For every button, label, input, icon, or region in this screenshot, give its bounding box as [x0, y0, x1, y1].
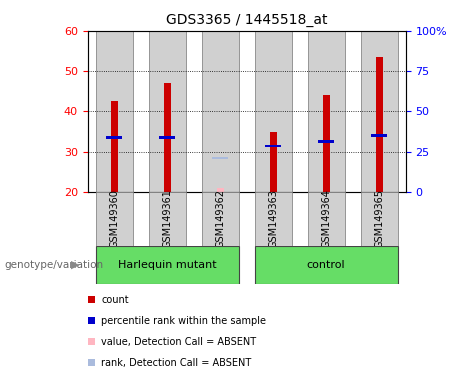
- Bar: [201, 31, 239, 192]
- Bar: [95, 31, 133, 192]
- Text: count: count: [101, 295, 129, 305]
- Bar: [95, 246, 239, 284]
- Bar: [148, 31, 186, 192]
- Bar: [323, 95, 330, 192]
- Bar: [318, 141, 334, 143]
- Text: value, Detection Call = ABSENT: value, Detection Call = ABSENT: [101, 337, 256, 347]
- Bar: [254, 192, 292, 246]
- Bar: [201, 192, 239, 246]
- Bar: [307, 192, 345, 246]
- Bar: [265, 144, 281, 147]
- Text: ▶: ▶: [71, 260, 80, 270]
- Bar: [217, 188, 224, 192]
- Text: GSM149362: GSM149362: [215, 189, 225, 248]
- Text: rank, Detection Call = ABSENT: rank, Detection Call = ABSENT: [101, 358, 252, 368]
- Bar: [95, 192, 133, 246]
- Text: GSM149360: GSM149360: [109, 189, 119, 248]
- Bar: [307, 31, 345, 192]
- Bar: [270, 131, 277, 192]
- Bar: [376, 57, 383, 192]
- Bar: [254, 31, 292, 192]
- Text: control: control: [307, 260, 345, 270]
- Title: GDS3365 / 1445518_at: GDS3365 / 1445518_at: [166, 13, 327, 27]
- Text: GSM149361: GSM149361: [162, 189, 172, 248]
- Bar: [111, 101, 118, 192]
- Text: GSM149365: GSM149365: [374, 189, 384, 248]
- Bar: [106, 136, 122, 139]
- Bar: [371, 134, 387, 137]
- Text: GSM149364: GSM149364: [321, 189, 331, 248]
- Bar: [361, 192, 398, 246]
- Bar: [164, 83, 171, 192]
- Bar: [254, 246, 398, 284]
- Bar: [212, 157, 228, 159]
- Text: Harlequin mutant: Harlequin mutant: [118, 260, 216, 270]
- Bar: [159, 136, 175, 139]
- Bar: [361, 31, 398, 192]
- Text: percentile rank within the sample: percentile rank within the sample: [101, 316, 266, 326]
- Bar: [148, 192, 186, 246]
- Text: GSM149363: GSM149363: [268, 189, 278, 248]
- Text: genotype/variation: genotype/variation: [5, 260, 104, 270]
